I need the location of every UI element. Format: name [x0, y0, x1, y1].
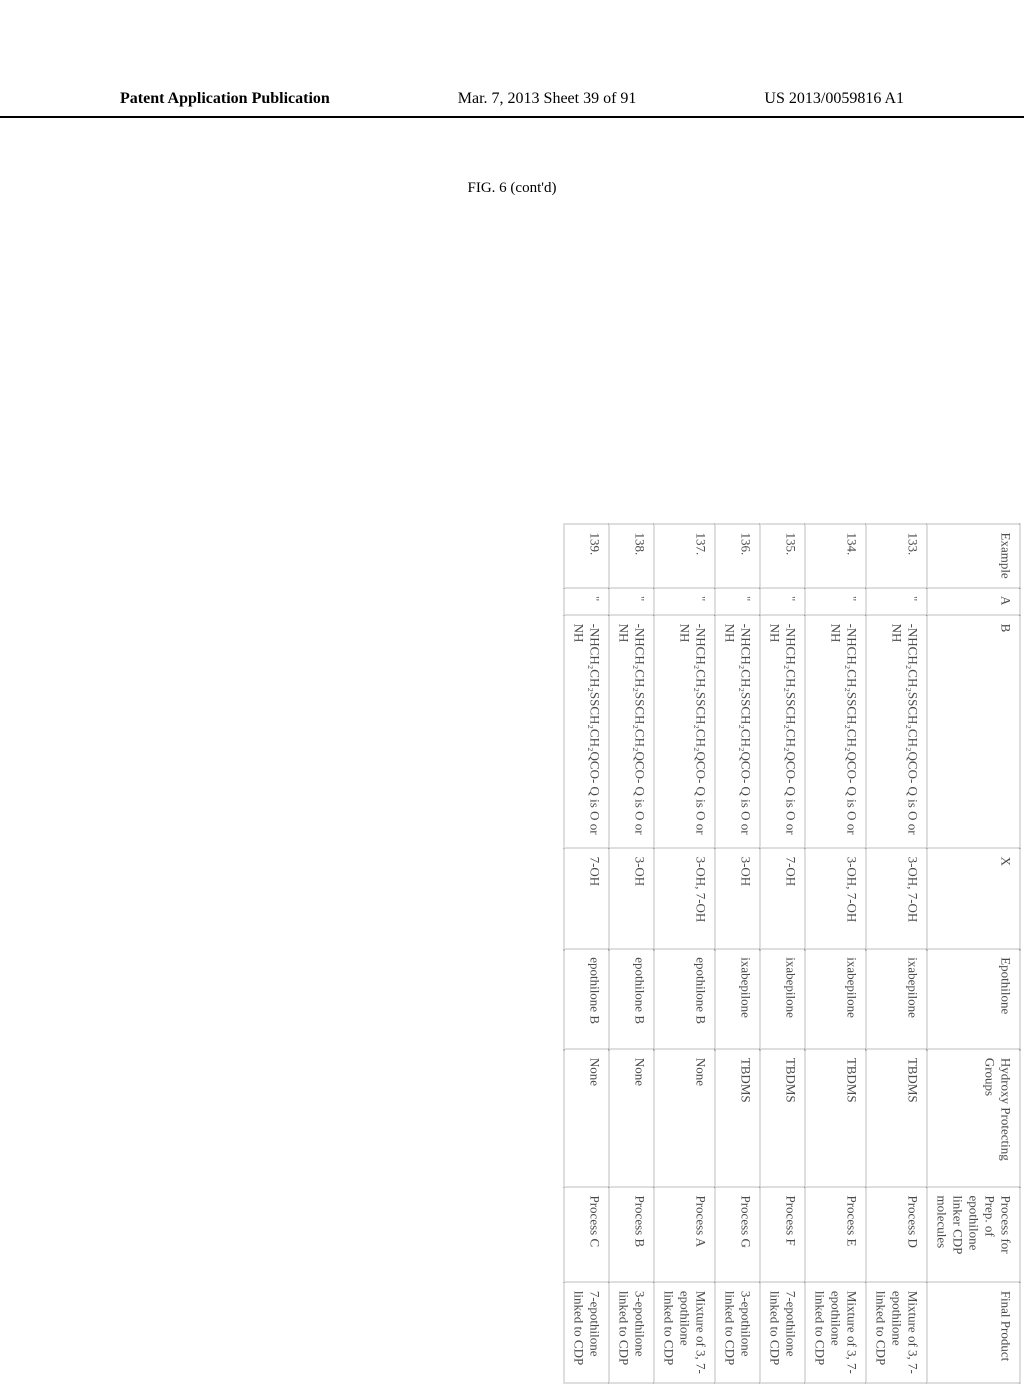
- cell-x: 7-OH: [760, 848, 805, 949]
- cell-b: -NHCH₂CH₂SSCH₂CH₂QCO- Q is O or NH: [609, 615, 654, 848]
- col-b: B: [927, 615, 1020, 848]
- cell-example: 138.: [609, 524, 654, 588]
- table-row: 133. " -NHCH₂CH₂SSCH₂CH₂QCO- Q is O or N…: [866, 524, 927, 1383]
- cell-epothilone: ixabepilone: [805, 949, 866, 1050]
- header-center: Mar. 7, 2013 Sheet 39 of 91: [458, 90, 637, 108]
- cell-epothilone: ixabepilone: [866, 949, 927, 1050]
- cell-a: ": [866, 588, 927, 616]
- cell-example: 134.: [805, 524, 866, 588]
- cell-process: Process F: [760, 1187, 805, 1282]
- cell-final: 7-epothilone linked to CDP: [760, 1282, 805, 1383]
- cell-b: -NHCH₂CH₂SSCH₂CH₂QCO- Q is O or NH: [805, 615, 866, 848]
- page-header: Patent Application Publication Mar. 7, 2…: [0, 90, 1024, 118]
- cell-b: -NHCH₂CH₂SSCH₂CH₂QCO- Q is O or NH: [866, 615, 927, 848]
- cell-process: Process C: [564, 1187, 609, 1282]
- table-row: 137. " -NHCH₂CH₂SSCH₂CH₂QCO- Q is O or N…: [654, 524, 715, 1383]
- cell-b: -NHCH₂CH₂SSCH₂CH₂QCO- Q is O or NH: [564, 615, 609, 848]
- cell-final: 3-epothilone linked to CDP: [609, 1282, 654, 1383]
- table-row: 139. " -NHCH₂CH₂SSCH₂CH₂QCO- Q is O or N…: [564, 524, 609, 1383]
- cell-a: ": [805, 588, 866, 616]
- cell-x: 3-OH, 7-OH: [654, 848, 715, 949]
- cell-example: 136.: [715, 524, 760, 588]
- cell-example: 133.: [866, 524, 927, 588]
- table-row: 136. " -NHCH₂CH₂SSCH₂CH₂QCO- Q is O or N…: [715, 524, 760, 1383]
- cell-epothilone: epothilone B: [654, 949, 715, 1050]
- figure-caption: FIG. 6 (cont'd): [0, 180, 1024, 197]
- table-row: 134. " -NHCH₂CH₂SSCH₂CH₂QCO- Q is O or N…: [805, 524, 866, 1383]
- cell-x: 3-OH, 7-OH: [805, 848, 866, 949]
- cell-x: 3-OH, 7-OH: [866, 848, 927, 949]
- cell-process: Process E: [805, 1187, 866, 1282]
- cell-hydroxy: None: [609, 1049, 654, 1187]
- cell-epothilone: ixabepilone: [715, 949, 760, 1050]
- cell-b: -NHCH₂CH₂SSCH₂CH₂QCO- Q is O or NH: [654, 615, 715, 848]
- cell-process: Process G: [715, 1187, 760, 1282]
- cell-hydroxy: TBDMS: [760, 1049, 805, 1187]
- table-header-row: Example A B X Epothilone Hydroxy Protect…: [927, 524, 1020, 1383]
- cell-a: ": [760, 588, 805, 616]
- cell-x: 3-OH: [715, 848, 760, 949]
- cell-epothilone: epothilone B: [609, 949, 654, 1050]
- header-left: Patent Application Publication: [120, 90, 330, 108]
- col-process: Process for Prep. of epothilone linker C…: [927, 1187, 1020, 1282]
- col-final: Final Product: [927, 1282, 1020, 1383]
- cell-final: Mixture of 3, 7-epothilone linked to CDP: [654, 1282, 715, 1383]
- col-hydroxy: Hydroxy Protecting Groups: [927, 1049, 1020, 1187]
- cell-example: 139.: [564, 524, 609, 588]
- cell-a: ": [715, 588, 760, 616]
- cell-hydroxy: None: [564, 1049, 609, 1187]
- cell-epothilone: ixabepilone: [760, 949, 805, 1050]
- cell-a: ": [609, 588, 654, 616]
- cell-example: 137.: [654, 524, 715, 588]
- col-epothilone: Epothilone: [927, 949, 1020, 1050]
- cell-hydroxy: None: [654, 1049, 715, 1187]
- cell-epothilone: epothilone B: [564, 949, 609, 1050]
- col-x: X: [927, 848, 1020, 949]
- cell-hydroxy: TBDMS: [866, 1049, 927, 1187]
- cell-a: ": [564, 588, 609, 616]
- page: Patent Application Publication Mar. 7, 2…: [0, 0, 1024, 1320]
- col-a: A: [927, 588, 1020, 616]
- cell-final: Mixture of 3, 7-epothilone linked to CDP: [805, 1282, 866, 1383]
- cell-a: ": [654, 588, 715, 616]
- cell-hydroxy: TBDMS: [805, 1049, 866, 1187]
- cell-b: -NHCH₂CH₂SSCH₂CH₂QCO- Q is O or NH: [760, 615, 805, 848]
- cell-process: Process B: [609, 1187, 654, 1282]
- table-row: 138. " -NHCH₂CH₂SSCH₂CH₂QCO- Q is O or N…: [609, 524, 654, 1383]
- cell-hydroxy: TBDMS: [715, 1049, 760, 1187]
- cell-final: 7-epothilone linked to CDP: [564, 1282, 609, 1383]
- table-row: 135. " -NHCH₂CH₂SSCH₂CH₂QCO- Q is O or N…: [760, 524, 805, 1383]
- data-table: Example A B X Epothilone Hydroxy Protect…: [564, 524, 1021, 1384]
- cell-final: 3-epothilone linked to CDP: [715, 1282, 760, 1383]
- table-container: Example A B X Epothilone Hydroxy Protect…: [564, 524, 1021, 1384]
- cell-process: Process D: [866, 1187, 927, 1282]
- cell-process: Process A: [654, 1187, 715, 1282]
- cell-example: 135.: [760, 524, 805, 588]
- cell-x: 7-OH: [564, 848, 609, 949]
- cell-x: 3-OH: [609, 848, 654, 949]
- cell-final: Mixture of 3, 7-epothilone linked to CDP: [866, 1282, 927, 1383]
- cell-b: -NHCH₂CH₂SSCH₂CH₂QCO- Q is O or NH: [715, 615, 760, 848]
- col-example: Example: [927, 524, 1020, 588]
- header-right: US 2013/0059816 A1: [764, 90, 904, 108]
- table-body: 133. " -NHCH₂CH₂SSCH₂CH₂QCO- Q is O or N…: [564, 524, 927, 1383]
